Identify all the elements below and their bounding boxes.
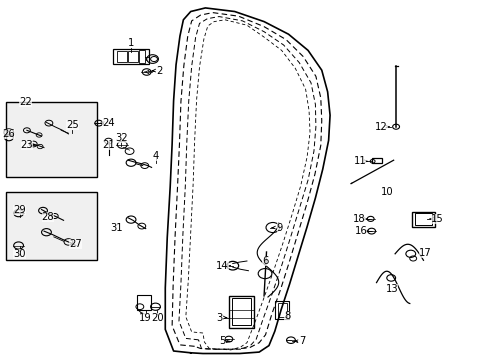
Text: 8: 8 xyxy=(284,311,290,321)
Bar xyxy=(277,303,286,317)
Text: 32: 32 xyxy=(115,132,127,143)
Text: 14: 14 xyxy=(216,261,228,271)
Bar xyxy=(6,102,97,177)
Bar xyxy=(414,213,431,225)
Text: 5: 5 xyxy=(218,336,225,346)
Text: 29: 29 xyxy=(13,204,26,215)
Bar xyxy=(371,158,382,163)
Text: 25: 25 xyxy=(66,120,79,130)
Bar xyxy=(228,296,254,328)
Text: 10: 10 xyxy=(380,186,393,197)
Bar xyxy=(117,51,127,62)
Text: 31: 31 xyxy=(110,222,122,233)
Text: 3: 3 xyxy=(216,312,222,323)
Text: 23: 23 xyxy=(20,140,33,150)
Text: 24: 24 xyxy=(102,118,115,128)
Bar xyxy=(137,295,150,310)
Text: 19: 19 xyxy=(139,312,152,323)
Bar xyxy=(139,50,144,63)
Text: 20: 20 xyxy=(151,312,163,323)
Text: 6: 6 xyxy=(261,256,268,266)
Text: 26: 26 xyxy=(2,129,15,139)
Text: 27: 27 xyxy=(69,239,82,249)
Bar xyxy=(411,212,434,227)
Text: 18: 18 xyxy=(352,214,365,224)
Text: 1: 1 xyxy=(127,38,134,48)
Text: 30: 30 xyxy=(13,249,26,259)
Text: 9: 9 xyxy=(276,222,283,233)
Text: 2: 2 xyxy=(156,66,163,76)
Bar xyxy=(128,51,138,62)
Text: 13: 13 xyxy=(385,284,398,294)
Bar xyxy=(6,192,97,260)
Text: 28: 28 xyxy=(41,212,54,222)
Text: 15: 15 xyxy=(430,214,443,224)
Text: 22: 22 xyxy=(19,96,32,107)
Bar xyxy=(231,298,251,325)
Text: 12: 12 xyxy=(374,122,387,132)
Text: 11: 11 xyxy=(353,156,366,166)
Text: 17: 17 xyxy=(418,248,431,258)
Bar xyxy=(274,301,289,319)
Text: 16: 16 xyxy=(354,226,366,236)
Bar xyxy=(113,49,148,64)
Text: 4: 4 xyxy=(152,150,158,161)
Text: 7: 7 xyxy=(298,336,305,346)
Text: 21: 21 xyxy=(102,140,115,150)
